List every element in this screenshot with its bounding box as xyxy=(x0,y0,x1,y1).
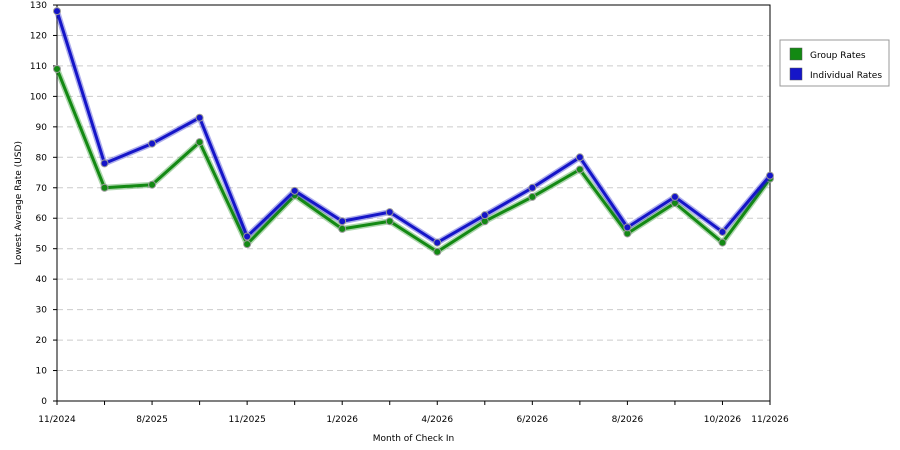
data-point xyxy=(148,180,157,189)
data-point xyxy=(195,113,204,122)
series-0 xyxy=(53,64,774,256)
y-tick-label: 0 xyxy=(41,397,47,407)
x-tick-labels: 11/2024 8/2025 11/2025 1/2026 4/2026 6/2026 8/… xyxy=(38,415,789,425)
x-axis-title: Month of Check In xyxy=(373,434,455,444)
y-axis-title: Lowest Average Rate (USD) xyxy=(14,141,24,265)
data-point xyxy=(338,217,347,226)
y-tick-label: 20 xyxy=(36,336,48,346)
data-point xyxy=(243,232,252,241)
series-line-halo xyxy=(54,10,773,246)
x-tick-label: 11/2025 xyxy=(228,415,265,425)
legend-swatch xyxy=(789,47,803,61)
data-point xyxy=(243,240,252,249)
legend-label: Group Rates xyxy=(810,51,866,61)
y-tick-label: 90 xyxy=(36,123,48,133)
x-tick-label: 8/2025 xyxy=(136,415,168,425)
x-tick-label: 10/2026 xyxy=(704,415,742,425)
grid-lines xyxy=(57,4,770,372)
y-tick-label: 30 xyxy=(36,306,48,316)
y-tick-labels: 0 10 20 30 40 50 60 70 80 90 100 110 120 130 xyxy=(30,1,47,407)
legend: Group Rates Individual Rates xyxy=(779,39,890,87)
y-tick-label: 50 xyxy=(36,245,48,255)
data-point xyxy=(100,159,109,168)
y-tick-label: 70 xyxy=(36,184,48,194)
y-tick-label: 60 xyxy=(36,214,48,224)
data-point xyxy=(53,64,61,73)
data-point xyxy=(670,192,679,201)
data-point xyxy=(575,165,584,174)
data-point xyxy=(53,7,61,16)
data-point xyxy=(718,227,727,236)
y-tick-label: 40 xyxy=(36,275,48,285)
data-point xyxy=(575,153,584,162)
x-tick-label: 1/2026 xyxy=(326,415,358,425)
series-line xyxy=(55,68,772,254)
data-point xyxy=(385,208,394,217)
y-tick-label: 100 xyxy=(30,92,47,102)
data-point xyxy=(528,183,537,192)
data-point xyxy=(385,217,394,226)
data-point xyxy=(148,139,157,148)
data-point xyxy=(766,171,774,180)
series-line xyxy=(55,10,772,245)
data-point xyxy=(528,192,537,201)
data-point xyxy=(433,238,442,247)
legend-label: Individual Rates xyxy=(810,71,882,81)
data-point xyxy=(338,224,347,233)
y-tick-label: 130 xyxy=(30,1,47,11)
data-point xyxy=(290,186,299,195)
x-tick-label: 8/2026 xyxy=(612,415,644,425)
x-tick-label: 6/2026 xyxy=(516,415,548,425)
x-tick-label: 11/2024 xyxy=(38,415,76,425)
y-tick-label: 110 xyxy=(30,62,47,72)
x-tick-label: 4/2026 xyxy=(421,415,453,425)
y-tick-label: 10 xyxy=(36,367,48,377)
y-tick-label: 80 xyxy=(36,153,48,163)
data-point xyxy=(718,238,727,247)
data-point xyxy=(480,211,489,220)
data-point xyxy=(623,223,632,232)
plot-frame xyxy=(56,4,771,402)
axes xyxy=(53,4,771,405)
x-tick-label: 11/2026 xyxy=(751,415,789,425)
data-point xyxy=(433,247,442,256)
legend-items: Group Rates Individual Rates xyxy=(789,47,882,81)
series-lines xyxy=(53,7,774,256)
legend-swatch xyxy=(789,67,803,81)
data-point xyxy=(100,183,109,192)
series-1 xyxy=(53,7,774,247)
y-tick-label: 120 xyxy=(30,31,47,41)
data-point xyxy=(195,138,204,147)
